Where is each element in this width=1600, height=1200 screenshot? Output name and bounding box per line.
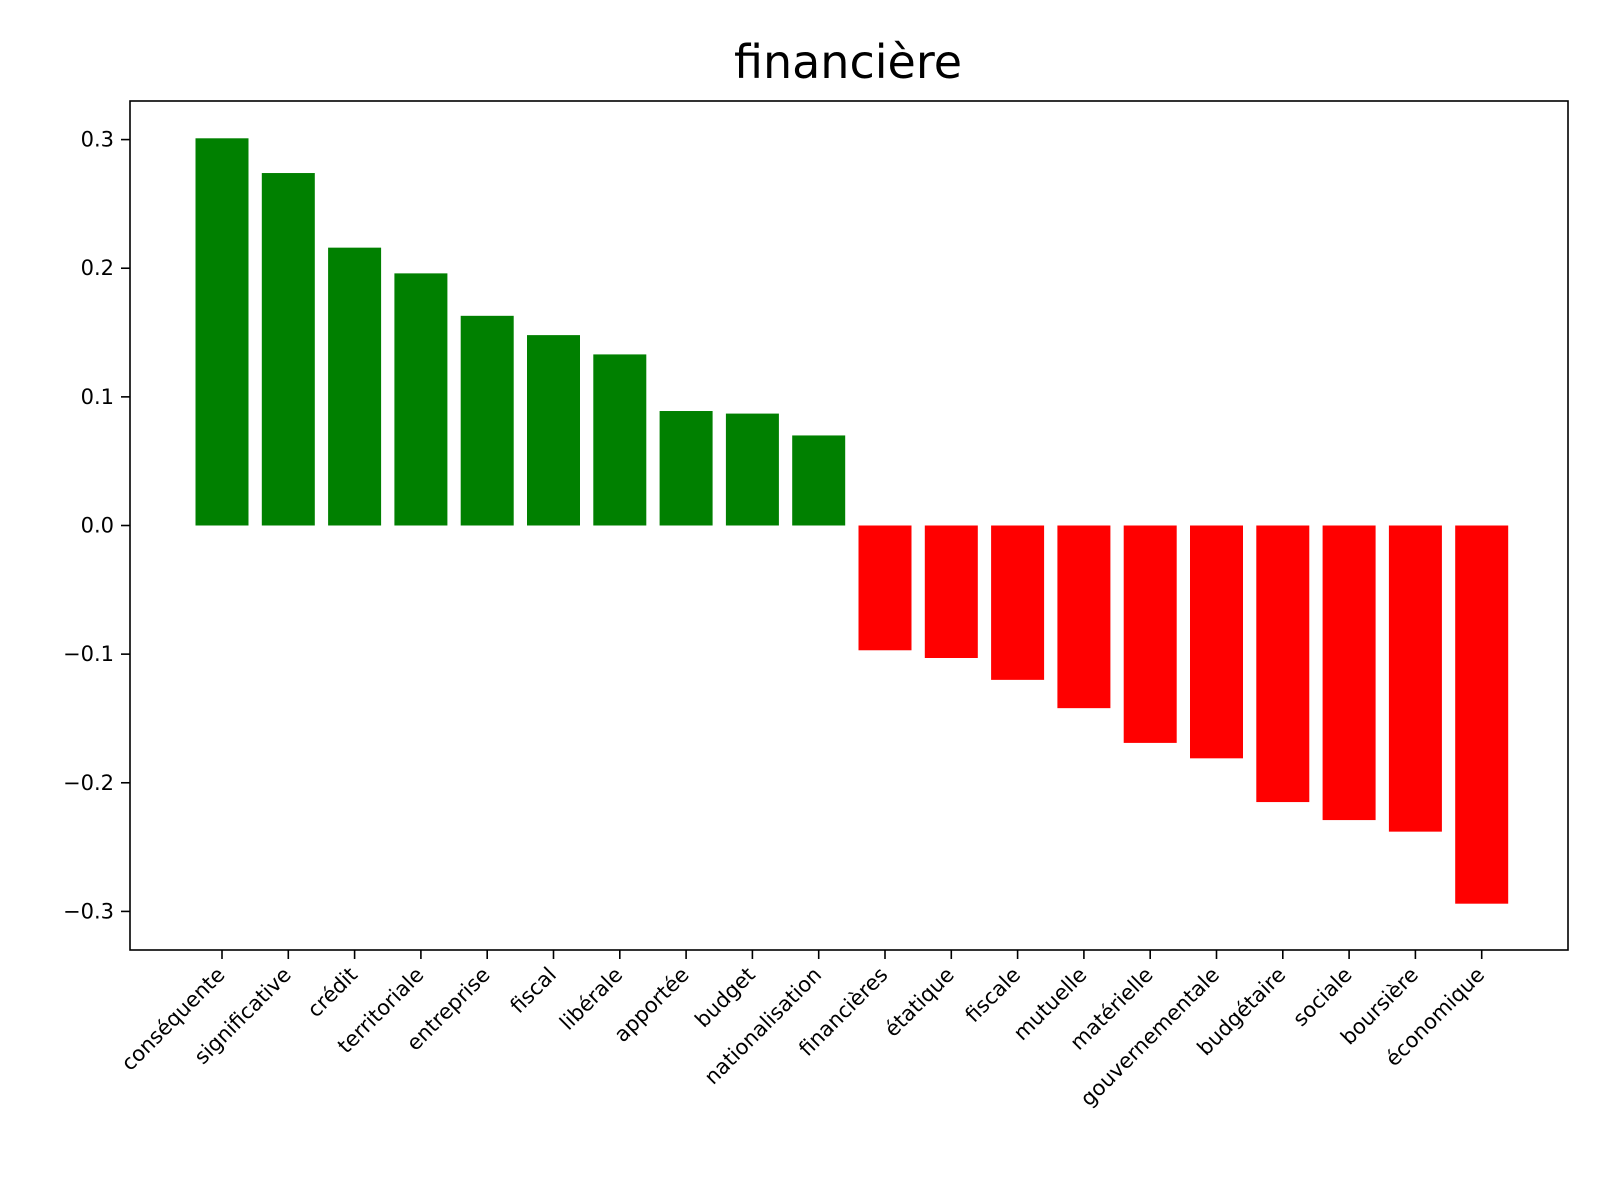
bar-9 <box>725 413 779 526</box>
bar-13 <box>991 525 1045 680</box>
bars-layer <box>195 138 1509 904</box>
bar-14 <box>1057 525 1111 709</box>
chart-title: financière <box>734 35 962 89</box>
bar-20 <box>1455 525 1509 904</box>
y-tick-label: 0.3 <box>81 128 114 152</box>
bar-10 <box>792 435 846 526</box>
x-tick-label: crédit <box>303 963 362 1022</box>
bar-7 <box>593 354 647 526</box>
bar-8 <box>659 411 713 526</box>
bar-16 <box>1190 525 1243 759</box>
bar-2 <box>261 173 315 526</box>
x-tick-label: sociale <box>1288 963 1356 1031</box>
bar-5 <box>460 315 514 526</box>
y-tick-label: −0.1 <box>63 642 114 666</box>
bar-3 <box>328 247 382 526</box>
y-tick-label: 0.2 <box>81 256 114 280</box>
x-tick-label: fiscale <box>961 963 1026 1028</box>
x-tick-label: étatique <box>880 963 959 1042</box>
y-tick-label: 0.0 <box>81 514 114 538</box>
x-tick-label: fiscal <box>506 963 561 1018</box>
bar-19 <box>1388 525 1442 832</box>
bar-6 <box>527 335 580 526</box>
y-tick-label: −0.3 <box>63 899 114 923</box>
bar-12 <box>924 525 978 658</box>
bar-18 <box>1322 525 1376 821</box>
bar-15 <box>1123 525 1177 743</box>
bar-1 <box>195 138 249 526</box>
bar-11 <box>858 525 912 651</box>
y-tick-label: 0.1 <box>81 385 114 409</box>
x-tick-label: nationalisation <box>700 963 827 1090</box>
bar-4 <box>394 273 448 526</box>
y-tick-label: −0.2 <box>63 771 114 795</box>
bar-17 <box>1256 525 1310 803</box>
axes-layer <box>121 100 1569 959</box>
